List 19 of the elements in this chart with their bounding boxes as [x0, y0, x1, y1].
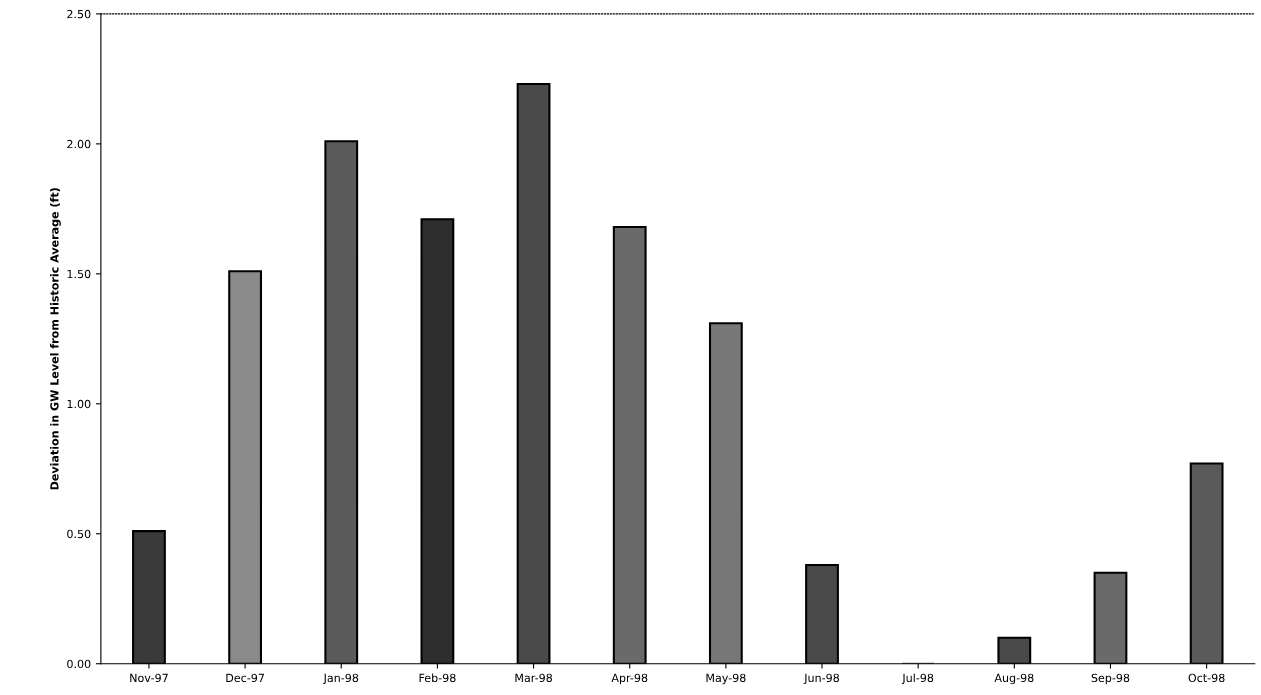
x-tick-label: Oct-98 [1188, 673, 1225, 683]
y-axis-title: Deviation in GW Level from Historic Average (ft) [50, 188, 61, 490]
y-tick-label: 2.00 [67, 139, 91, 149]
x-tick-label: Feb-98 [419, 673, 456, 683]
x-tick-label: Mar-98 [515, 673, 552, 683]
y-tick-label: 0.50 [67, 529, 91, 539]
x-tick-label: Jan-98 [323, 673, 359, 685]
x-tick-label: Nov-97 [130, 673, 168, 683]
y-tick-label: 1.50 [67, 269, 91, 279]
x-tick-label: Sep-98 [1091, 673, 1130, 685]
x-tick-label: Dec-97 [226, 673, 264, 683]
y-tick-label: 0.00 [67, 659, 91, 669]
x-tick-label: May-98 [706, 673, 746, 685]
x-tick-label: Aug-98 [994, 673, 1034, 685]
y-tick-label: 1.00 [67, 399, 91, 409]
x-tick-label: Apr-98 [611, 673, 648, 685]
x-tick-label: Jun-98 [803, 673, 840, 685]
x-tick-label: Jul-98 [901, 673, 934, 685]
y-tick-label: 2.50 [67, 9, 91, 19]
